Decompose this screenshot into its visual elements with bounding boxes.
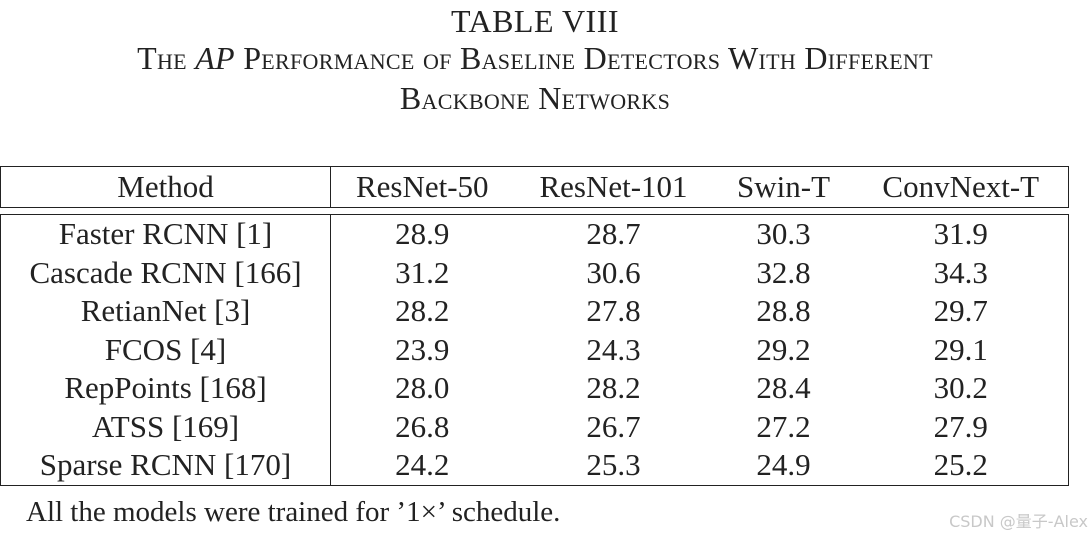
header-resnet50: ResNet-50 — [330, 166, 514, 208]
value-cell: 30.3 — [756, 216, 811, 252]
value-cell: 25.2 — [853, 446, 1069, 486]
table-row: Cascade RCNN [166] 31.2 30.6 32.8 34.3 — [0, 253, 1069, 292]
value-cell: 25.3 — [513, 446, 714, 486]
method-cell: ATSS [169] — [0, 407, 331, 446]
method-cell: Cascade RCNN [166] — [0, 253, 331, 292]
value-cell: 28.0 — [395, 370, 450, 406]
value-cell: 29.7 — [853, 292, 1069, 331]
value-cell: 28.4 — [756, 370, 811, 406]
header-row: Method ResNet-50 ResNet-101 Swin-T ConvN… — [0, 166, 1069, 208]
value-cell: 28.8 — [756, 293, 811, 329]
caption-metric: AP — [195, 40, 235, 76]
header-swin-t: Swin-T — [713, 166, 854, 208]
value-cell: 26.8 — [395, 408, 450, 444]
table-row: Sparse RCNN [170] 24.2 25.3 24.9 25.2 — [0, 446, 1069, 486]
table-row: Faster RCNN [1] 28.9 28.7 30.3 31.9 — [0, 214, 1069, 254]
header-convnext-t: ConvNext-T — [853, 166, 1069, 208]
header-resnet101: ResNet-101 — [513, 166, 714, 208]
table-caption-line2: Backbone Networks — [399, 80, 671, 116]
watermark: CSDN @量子-Alex — [949, 512, 1088, 531]
value-cell: 29.1 — [853, 330, 1069, 369]
table-row: FCOS [4] 23.9 24.3 29.2 29.1 — [0, 330, 1069, 369]
header-method: Method — [0, 166, 331, 208]
method-cell: Sparse RCNN [170] — [0, 446, 331, 486]
method-cell: Faster RCNN [1] — [0, 214, 331, 254]
caption-prefix: The — [137, 40, 196, 76]
value-cell: 24.9 — [713, 446, 854, 486]
table-title-block: TABLE VIII The AP Performance of Baselin… — [0, 4, 1070, 118]
value-cell: 28.2 — [395, 293, 450, 329]
table-row: RetianNet [3] 28.2 27.8 28.8 29.7 — [0, 292, 1069, 331]
caption-suffix: Performance of Baseline Detectors With D… — [234, 40, 933, 76]
results-table: Method ResNet-50 ResNet-101 Swin-T ConvN… — [0, 166, 1069, 486]
method-cell: RepPoints [168] — [0, 369, 331, 408]
header-double-rule — [0, 207, 1069, 215]
value-cell: 27.9 — [853, 407, 1069, 446]
table-row: ATSS [169] 26.8 26.7 27.2 27.9 — [0, 407, 1069, 446]
value-cell: 28.7 — [586, 216, 641, 252]
value-cell: 28.2 — [586, 370, 641, 406]
value-cell: 23.9 — [395, 331, 450, 367]
table-number: TABLE VIII — [450, 3, 620, 39]
value-cell: 30.2 — [853, 369, 1069, 408]
value-cell: 32.8 — [756, 254, 811, 290]
value-cell: 28.9 — [395, 216, 450, 252]
value-cell: 29.2 — [756, 331, 811, 367]
method-cell: RetianNet [3] — [0, 292, 331, 331]
method-cell: FCOS [4] — [0, 330, 331, 369]
table-row: RepPoints [168] 28.0 28.2 28.4 30.2 — [0, 369, 1069, 408]
value-cell: 34.3 — [853, 253, 1069, 292]
table-body: Faster RCNN [1] 28.9 28.7 30.3 31.9 Cascade R… — [0, 207, 1069, 486]
value-cell: 24.2 — [330, 446, 514, 486]
value-cell: 26.7 — [586, 408, 641, 444]
value-cell: 27.8 — [586, 293, 641, 329]
value-cell: 31.2 — [395, 254, 450, 290]
value-cell: 30.6 — [586, 254, 641, 290]
table-caption: The AP Performance of Baseline Detectors… — [0, 38, 1070, 78]
results-table-wrap: Method ResNet-50 ResNet-101 Swin-T ConvN… — [0, 166, 1069, 486]
table-footnote: All the models were trained for ’1×’ sch… — [26, 496, 561, 528]
value-cell: 27.2 — [756, 408, 811, 444]
value-cell: 31.9 — [853, 214, 1069, 254]
value-cell: 24.3 — [586, 331, 641, 367]
